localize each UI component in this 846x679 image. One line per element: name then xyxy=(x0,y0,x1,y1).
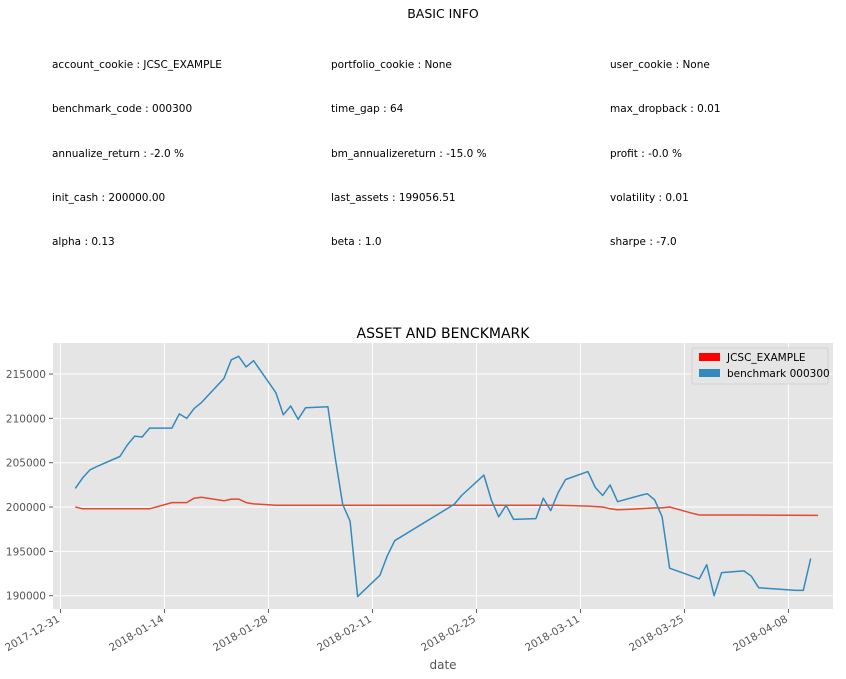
plot-area xyxy=(53,343,833,609)
basic-info-title: BASIC INFO xyxy=(407,6,479,21)
y-tick-label: 215000 xyxy=(6,369,46,381)
chart-title: ASSET AND BENCKMARK xyxy=(357,326,531,342)
benchmark-series-line xyxy=(74,355,812,598)
asset-series-line xyxy=(75,496,819,517)
legend-label: JCSC_EXAMPLE xyxy=(726,352,806,364)
legend-swatch xyxy=(699,353,720,361)
x-tick-label: 2018-01-14 xyxy=(107,613,166,654)
info-field: alpha : 0.13 xyxy=(52,236,115,248)
x-tick-label: 2018-02-11 xyxy=(315,613,374,654)
info-field: sharpe : -7.0 xyxy=(610,236,677,248)
x-tick-label: 2018-03-25 xyxy=(627,613,686,654)
x-tick-label: 2018-04-08 xyxy=(731,613,790,654)
y-tick-label: 210000 xyxy=(6,413,46,425)
info-field: benchmark_code : 000300 xyxy=(52,103,193,115)
info-field: max_dropback : 0.01 xyxy=(610,103,721,115)
info-field: profit : -0.0 % xyxy=(610,148,682,160)
legend-box xyxy=(691,347,829,385)
y-tick-label: 190000 xyxy=(6,591,46,603)
info-field: portfolio_cookie : None xyxy=(331,59,452,71)
info-field: time_gap : 64 xyxy=(331,103,404,115)
info-field: beta : 1.0 xyxy=(331,236,382,248)
legend-swatch xyxy=(699,369,720,377)
x-tick-label: 2018-03-11 xyxy=(523,613,582,654)
info-field: account_cookie : JCSC_EXAMPLE xyxy=(52,59,222,71)
info-field: init_cash : 200000.00 xyxy=(52,192,166,204)
legend-label: benchmark 000300 xyxy=(727,368,830,380)
y-tick-label: 195000 xyxy=(6,546,46,558)
x-tick-label: 2018-01-28 xyxy=(211,613,270,654)
info-field: volatility : 0.01 xyxy=(610,192,689,204)
y-tick-label: 205000 xyxy=(6,458,46,470)
info-field: user_cookie : None xyxy=(610,59,710,71)
y-tick-label: 200000 xyxy=(6,502,46,514)
info-field: annualize_return : -2.0 % xyxy=(52,148,185,160)
x-tick-label: 2017-12-31 xyxy=(3,613,62,654)
info-field: last_assets : 199056.51 xyxy=(331,192,456,204)
x-axis-label: date xyxy=(429,658,456,672)
info-field: bm_annualizereturn : -15.0 % xyxy=(331,148,487,160)
x-tick-label: 2018-02-25 xyxy=(419,613,478,654)
